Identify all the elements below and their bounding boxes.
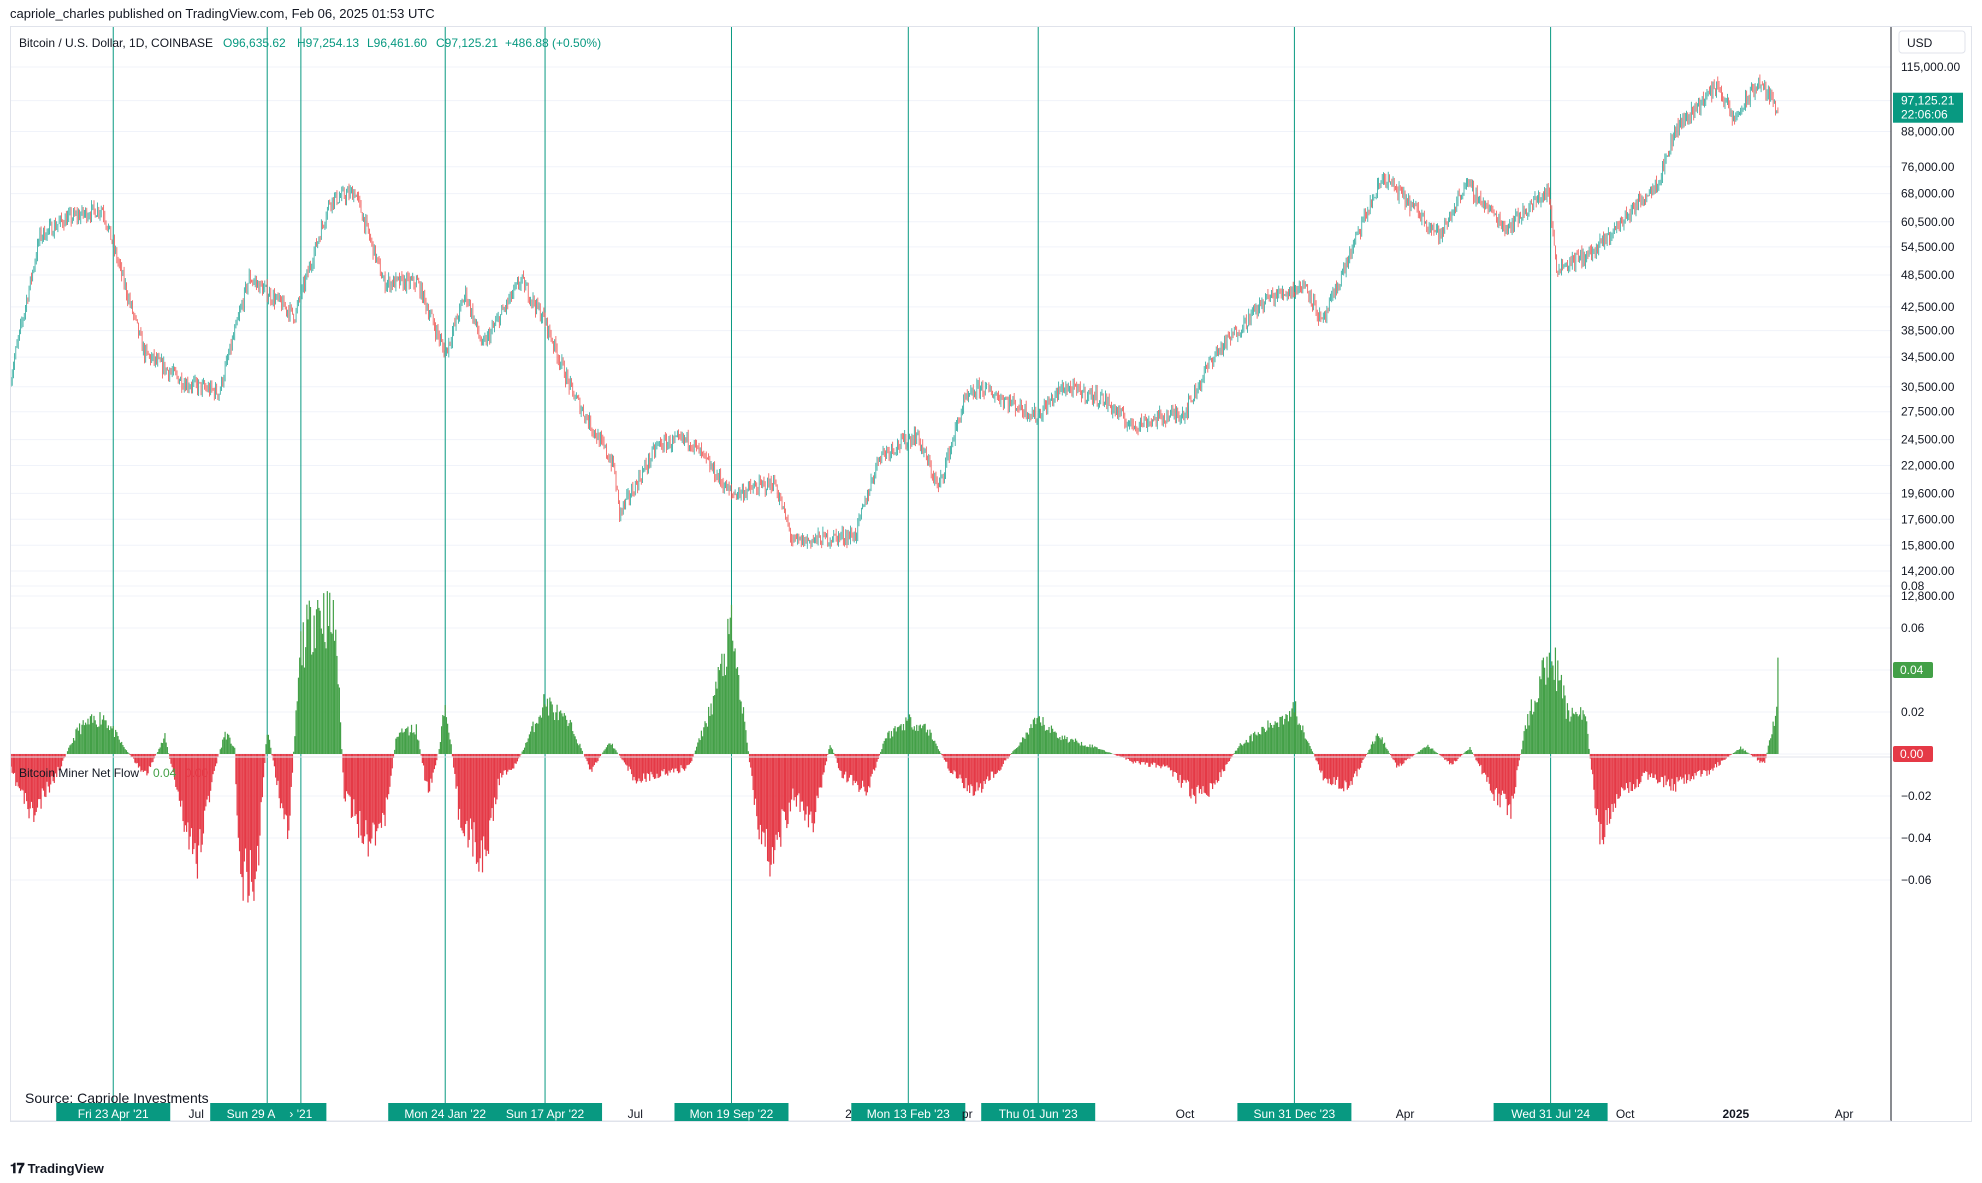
time-marker-label: Mon 13 Feb '23 (867, 1107, 950, 1121)
tradingview-logo-icon: 𝟏𝟕 (10, 1160, 25, 1176)
price-tick-label: 76,000.00 (1901, 160, 1955, 174)
last-price-tag: 97,125.21 22:06:06 (1893, 92, 1963, 123)
price-tick-label: 24,500.00 (1901, 433, 1955, 447)
time-marker-badge (388, 1103, 503, 1125)
price-tick-label: 30,500.00 (1901, 380, 1955, 394)
price-tick-label: 88,000.00 (1901, 124, 1955, 138)
time-marker-label: Fri 23 Apr '21 (78, 1107, 149, 1121)
flow-neg-tag: 0.00 (1900, 747, 1924, 761)
price-tick-label: 68,000.00 (1901, 187, 1955, 201)
time-tick-label: Oct (1616, 1107, 1635, 1121)
flow-tick-label: −0.04 (1901, 831, 1932, 845)
ohlc-low: L96,461.60 (367, 36, 427, 50)
publish-header: capriole_charles published on TradingVie… (10, 6, 435, 21)
price-tick-label: 14,200.00 (1901, 564, 1955, 578)
price-candles (10, 74, 1779, 549)
price-tick-label: 12,800.00 (1901, 589, 1955, 603)
time-axis: Fri 23 Apr '21 Jul Sun 29 Aug '21› '21 Mon … (56, 1103, 1854, 1125)
time-tick-label: Apr (1835, 1107, 1854, 1121)
time-marker-label: Mon 19 Sep '22 (690, 1107, 774, 1121)
time-marker-label: › '21 (289, 1107, 312, 1121)
chart-svg[interactable]: Bitcoin / U.S. Dollar, 1D, COINBASE O96,… (10, 27, 1971, 1125)
flow-title: Bitcoin Miner Net Flow (19, 766, 139, 780)
price-tick-label: 27,500.00 (1901, 405, 1955, 419)
time-marker-label: Sun 31 Dec '23 (1254, 1107, 1336, 1121)
ohlc-close: C97,125.21 (436, 36, 498, 50)
source-annotation: Source: Capriole Investments (25, 1090, 209, 1106)
flow-tick-label: 0.06 (1901, 621, 1925, 635)
flow-axis: 0.08 0.06 0.04 0.02 0.00 −0.02 −0.04 −0.06 (1901, 579, 1932, 887)
price-tick-label: 34,500.00 (1901, 350, 1955, 364)
time-marker-label: Thu 01 Jun '23 (999, 1107, 1078, 1121)
price-tick-label: 15,800.00 (1901, 538, 1955, 552)
flow-tick-label: −0.06 (1901, 873, 1932, 887)
time-tick-label: Apr (1396, 1107, 1415, 1121)
chart-frame[interactable]: Bitcoin / U.S. Dollar, 1D, COINBASE O96,… (10, 26, 1972, 1125)
flow-tick-label: 0.08 (1901, 579, 1925, 593)
time-marker-badge (981, 1103, 1096, 1125)
price-tick-label: 48,500.00 (1901, 268, 1955, 282)
time-tick-label: Jul (189, 1107, 204, 1121)
flow-last-tags: 0.04 0.00 (1893, 662, 1933, 762)
ohlc-high: H97,254.13 (297, 36, 359, 50)
ohlc-open: O96,635.62 (223, 36, 286, 50)
time-marker-badge (851, 1103, 966, 1125)
flow-legend[interactable]: Bitcoin Miner Net Flow 0.04 0.00 (19, 766, 209, 780)
time-marker-badge (56, 1103, 171, 1125)
price-tick-label: 38,500.00 (1901, 324, 1955, 338)
price-tick-label: 42,500.00 (1901, 300, 1955, 314)
time-tick-label: pr (962, 1107, 973, 1121)
countdown-label: 22:06:06 (1901, 108, 1948, 122)
price-tick-label: 19,600.00 (1901, 486, 1955, 500)
time-tick-label: Jul (628, 1107, 643, 1121)
price-legend[interactable]: Bitcoin / U.S. Dollar, 1D, COINBASE O96,… (19, 36, 601, 50)
time-marker-label: Sun 17 Apr '22 (506, 1107, 585, 1121)
time-marker-badge (1493, 1103, 1608, 1125)
flow-histogram (10, 591, 1779, 903)
price-title: Bitcoin / U.S. Dollar, 1D, COINBASE (19, 36, 213, 50)
price-tick-label: 54,500.00 (1901, 240, 1955, 254)
time-marker-label: Mon 24 Jan '22 (404, 1107, 486, 1121)
time-marker-badge (488, 1103, 603, 1125)
flow-legend-pos: 0.04 (153, 766, 177, 780)
price-tick-label: 115,000.00 (1901, 60, 1960, 74)
flow-tick-label: −0.02 (1901, 789, 1932, 803)
time-marker-badge (275, 1103, 327, 1125)
ohlc-change: +486.88 (+0.50%) (505, 36, 601, 50)
time-marker-badge (674, 1103, 789, 1125)
flow-tick-label: 0.02 (1901, 705, 1925, 719)
marker-lines (112, 27, 1552, 1121)
time-marker-label: Wed 31 Jul '24 (1511, 1107, 1590, 1121)
price-tick-label: 17,600.00 (1901, 512, 1955, 526)
currency-selector[interactable]: USD (1898, 30, 1966, 54)
time-tick-label: Oct (1176, 1107, 1195, 1121)
price-tick-label: 60,500.00 (1901, 215, 1955, 229)
price-tick-label: 22,000.00 (1901, 459, 1955, 473)
last-price-label: 97,125.21 (1901, 94, 1955, 108)
flow-legend-neg: 0.00 (185, 766, 209, 780)
flow-pos-tag: 0.04 (1900, 663, 1924, 677)
time-marker-badge (1237, 1103, 1352, 1125)
price-axis: 115,000.00100,000.0088,000.0076,000.0068… (1901, 60, 1961, 603)
svg-text:USD: USD (1907, 36, 1933, 50)
time-tick-label: 2025 (1722, 1107, 1749, 1121)
tradingview-logo[interactable]: 𝟏𝟕 TradingView (10, 1160, 104, 1176)
